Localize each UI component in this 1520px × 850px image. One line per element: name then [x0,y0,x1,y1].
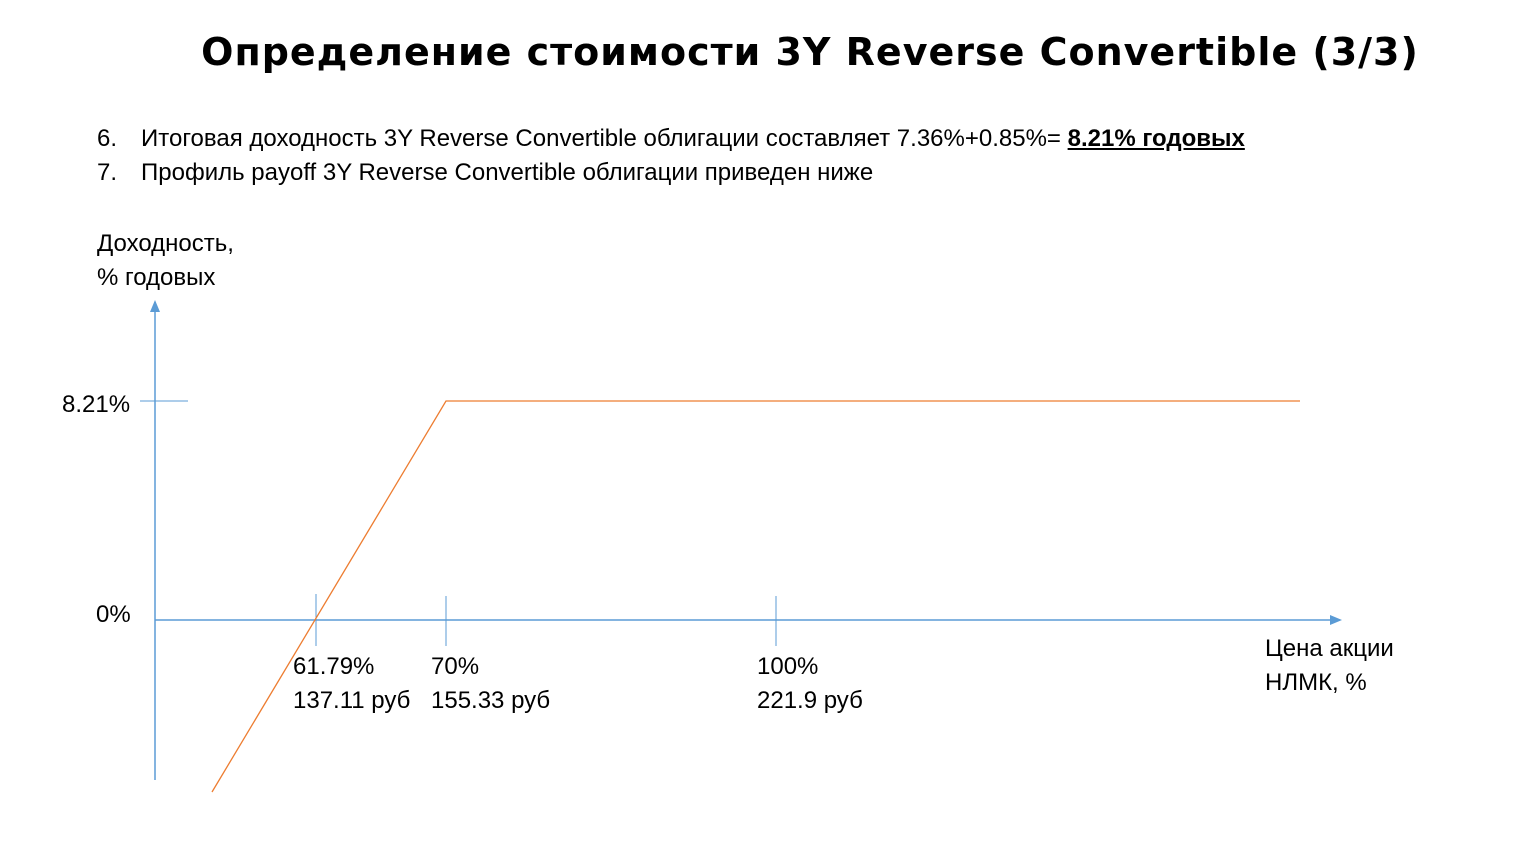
y-axis-label-line2: % годовых [97,264,216,291]
bullet-text-body: Итоговая доходность 3Y Reverse Convertib… [141,125,1068,152]
y-axis-label-line1: Доходность, [97,230,234,257]
bullet-text: Итоговая доходность 3Y Reverse Convertib… [141,122,1245,156]
slide-title: Определение стоимости 3Y Reverse Convert… [201,30,1419,74]
x-tick-price: 137.11 руб [293,687,411,714]
bullet-text: Профиль payoff 3Y Reverse Convertible об… [141,159,874,186]
bullet-number: 7. [97,159,118,186]
bullet-item: 6. Итоговая доходность 3Y Reverse Conver… [97,122,1245,156]
payoff-line [211,400,1300,793]
x-tick-pct: 61.79% [293,653,375,680]
x-tick-price: 221.9 руб [757,687,863,714]
bullet-list: 6. Итоговая доходность 3Y Reverse Conver… [97,122,1245,190]
x-tick-pct: 70% [431,653,480,680]
y-tick-label: 8.21% [62,391,131,418]
x-axis-label-line2: НЛМК, % [1265,669,1367,696]
x-tick-price: 155.33 руб [431,687,551,714]
bullet-item: 7. Профиль payoff 3Y Reverse Convertible… [97,156,1245,190]
bullet-number: 6. [97,125,118,152]
yield-highlight: 8.21% годовых [1067,125,1245,152]
x-axis-label-line1: Цена акции [1265,635,1394,662]
x-tick-pct: 100% [757,653,819,680]
y-tick-label: 0% [96,601,131,628]
